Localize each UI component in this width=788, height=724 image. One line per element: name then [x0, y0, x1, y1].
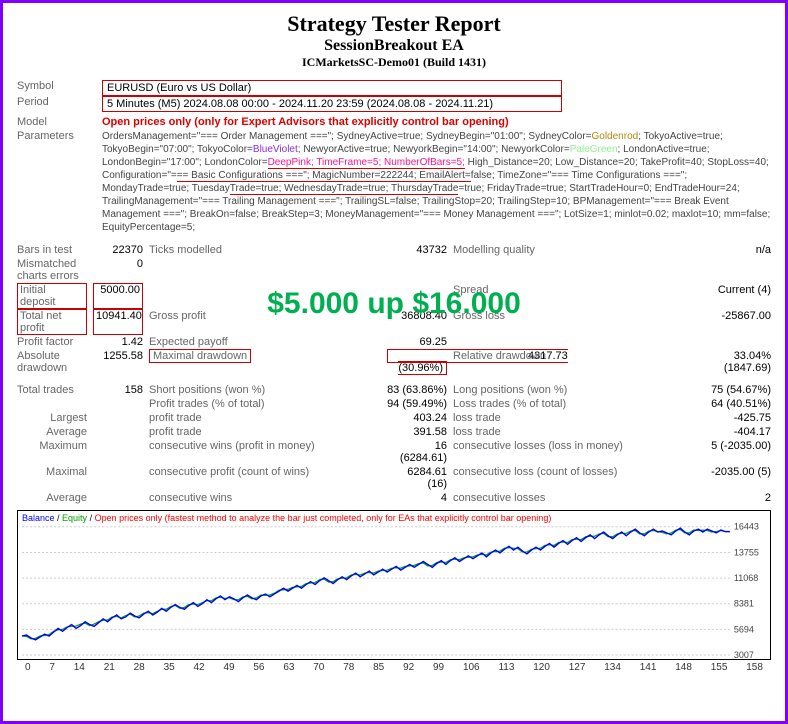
- net-val: 10941.40: [93, 309, 143, 335]
- symbol-label: Symbol: [17, 80, 102, 96]
- bars-test-lbl: Bars in test: [17, 244, 87, 256]
- symbol-value: EURUSD (Euro vs US Dollar): [107, 82, 251, 94]
- server-info: ICMarketsSC-Demo01 (Build 1431): [17, 55, 771, 70]
- maximum-lbl: Maximum: [17, 440, 87, 464]
- mcL-lbl: consecutive loss (count of losses): [453, 466, 685, 490]
- gp-lbl: Gross profit: [149, 310, 381, 334]
- pf-lbl: Profit factor: [17, 336, 87, 348]
- pf-val: 1.42: [93, 336, 143, 348]
- ticks-lbl: Ticks modelled: [149, 244, 381, 256]
- mcp-lbl: consecutive profit (count of wins): [149, 466, 381, 490]
- ad-lbl: Absolute drawdown: [17, 350, 87, 374]
- rd-val: 33.04% (1847.69): [691, 350, 771, 374]
- lpt-lbl: profit trade: [149, 412, 381, 424]
- ticks-val: 43732: [387, 244, 447, 256]
- params-label: Parameters: [17, 130, 102, 234]
- avgw-val: 4: [387, 492, 447, 504]
- mq-lbl: Modelling quality: [453, 244, 685, 256]
- mcw-val: 16 (6284.61): [387, 440, 447, 464]
- mcp-val: 6284.61 (16): [387, 466, 447, 490]
- llt-val: -425.75: [691, 412, 771, 424]
- llt-lbl: loss trade: [453, 412, 685, 424]
- avgw-lbl: consecutive wins: [149, 492, 381, 504]
- init-dep-val: 5000.00: [93, 283, 143, 309]
- chart-legend: Balance / Equity / Open prices only (fas…: [22, 513, 551, 523]
- lt-lbl: Loss trades (% of total): [453, 398, 685, 410]
- mcL-val: -2035.00 (5): [691, 466, 771, 490]
- mce-lbl: Mismatched charts errors: [17, 258, 87, 282]
- lp-val: 75 (54.67%): [691, 384, 771, 396]
- mce-val: 0: [93, 258, 143, 282]
- gp-val: 36808.40: [387, 310, 447, 334]
- ea-name: SessionBreakout EA: [17, 37, 771, 55]
- svg-text:11068: 11068: [734, 573, 758, 583]
- lp-lbl: Long positions (won %): [453, 384, 685, 396]
- legend-open: Open prices only (fastest method to anal…: [95, 513, 552, 523]
- svg-text:13755: 13755: [734, 547, 759, 557]
- tt-lbl: Total trades: [17, 384, 87, 396]
- avpt-lbl: profit trade: [149, 426, 381, 438]
- sp-lbl: Short positions (won %): [149, 384, 381, 396]
- legend-balance: Balance: [22, 513, 55, 523]
- mcl-lbl: consecutive losses (loss in money): [453, 440, 685, 464]
- avlt-lbl: loss trade: [453, 426, 685, 438]
- spread-val: Current (4): [691, 284, 771, 308]
- avgl-val: 2: [691, 492, 771, 504]
- bars-test-val: 22370: [93, 244, 143, 256]
- spread-lbl: Spread: [453, 284, 685, 308]
- report-title: Strategy Tester Report: [17, 11, 771, 37]
- ep-val: 69.25: [387, 336, 447, 348]
- svg-text:5694: 5694: [734, 624, 754, 634]
- mq-val: n/a: [691, 244, 771, 256]
- avpt-val: 391.58: [387, 426, 447, 438]
- params-value: OrdersManagement="=== Order Management =…: [102, 130, 771, 234]
- ad-val: 1255.58: [93, 350, 143, 374]
- init-dep-lbl: Initial deposit: [17, 283, 87, 309]
- mcl-val: 5 (-2035.00): [691, 440, 771, 464]
- sp-val: 83 (63.86%): [387, 384, 447, 396]
- gl-val: -25867.00: [691, 310, 771, 334]
- largest-lbl: Largest: [17, 412, 87, 424]
- pt-val: 94 (59.49%): [387, 398, 447, 410]
- chart-xaxis: 0714212835424956637078859299106113120127…: [17, 662, 771, 673]
- svg-text:3007: 3007: [734, 650, 754, 659]
- period-label: Period: [17, 96, 102, 112]
- model-label: Model: [17, 116, 102, 128]
- avgl-lbl: consecutive losses: [453, 492, 685, 504]
- mcw-lbl: consecutive wins (profit in money): [149, 440, 381, 464]
- balance-chart: Balance / Equity / Open prices only (fas…: [17, 510, 771, 660]
- legend-equity: Equity: [62, 513, 87, 523]
- lpt-val: 403.24: [387, 412, 447, 424]
- md-lbl: Maximal drawdown: [149, 349, 251, 363]
- period-value: 5 Minutes (M5) 2024.08.08 00:00 - 2024.1…: [107, 98, 493, 110]
- avlt-val: -404.17: [691, 426, 771, 438]
- maximal-lbl: Maximal: [17, 466, 87, 490]
- model-value: Open prices only (only for Expert Adviso…: [102, 116, 771, 128]
- lt-val: 64 (40.51%): [691, 398, 771, 410]
- svg-text:16443: 16443: [734, 522, 759, 532]
- net-lbl: Total net profit: [17, 309, 87, 335]
- svg-text:8381: 8381: [734, 599, 754, 609]
- avg2-lbl: Average: [17, 492, 87, 504]
- avg-lbl: Average: [17, 426, 87, 438]
- pt-lbl: Profit trades (% of total): [149, 398, 381, 410]
- tt-val: 158: [93, 384, 143, 396]
- ep-lbl: Expected payoff: [149, 336, 381, 348]
- gl-lbl: Gross loss: [453, 310, 685, 334]
- rd-lbl: Relative drawdown: [453, 350, 685, 374]
- stats-grid: Bars in test 22370 Ticks modelled 43732 …: [17, 244, 771, 504]
